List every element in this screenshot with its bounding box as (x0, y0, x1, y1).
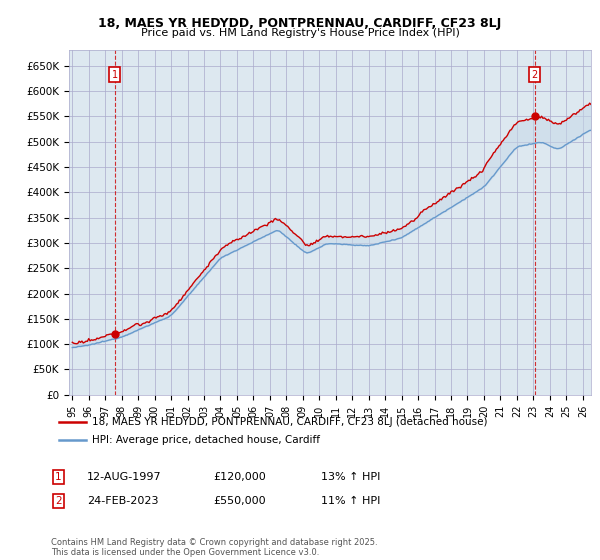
Text: 11% ↑ HPI: 11% ↑ HPI (321, 496, 380, 506)
Text: £550,000: £550,000 (213, 496, 266, 506)
Text: 13% ↑ HPI: 13% ↑ HPI (321, 472, 380, 482)
Text: 2: 2 (55, 496, 62, 506)
Text: 18, MAES YR HEDYDD, PONTPRENNAU, CARDIFF, CF23 8LJ: 18, MAES YR HEDYDD, PONTPRENNAU, CARDIFF… (98, 17, 502, 30)
Text: 18, MAES YR HEDYDD, PONTPRENNAU, CARDIFF, CF23 8LJ (detached house): 18, MAES YR HEDYDD, PONTPRENNAU, CARDIFF… (91, 417, 487, 427)
Text: £120,000: £120,000 (213, 472, 266, 482)
Text: 12-AUG-1997: 12-AUG-1997 (87, 472, 161, 482)
Text: 1: 1 (55, 472, 62, 482)
Text: Price paid vs. HM Land Registry's House Price Index (HPI): Price paid vs. HM Land Registry's House … (140, 28, 460, 38)
Text: 1: 1 (112, 69, 118, 80)
Text: Contains HM Land Registry data © Crown copyright and database right 2025.
This d: Contains HM Land Registry data © Crown c… (51, 538, 377, 557)
Text: 24-FEB-2023: 24-FEB-2023 (87, 496, 158, 506)
Text: 2: 2 (532, 69, 538, 80)
Text: HPI: Average price, detached house, Cardiff: HPI: Average price, detached house, Card… (91, 435, 320, 445)
